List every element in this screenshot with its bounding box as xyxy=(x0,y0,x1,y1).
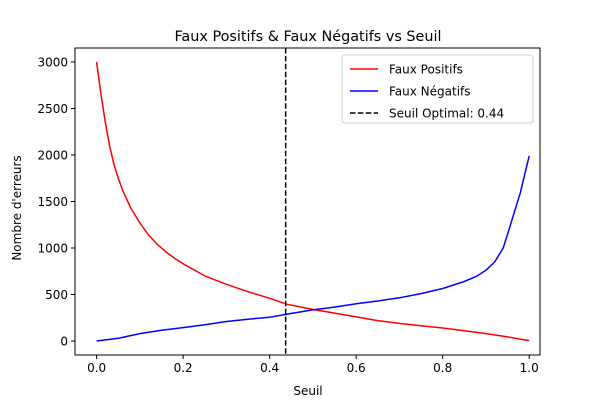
x-axis-label: Seuil xyxy=(293,384,322,398)
legend-label: Faux Positifs xyxy=(389,63,463,77)
y-tick-label: 2500 xyxy=(37,102,68,116)
x-tick-label: 0.2 xyxy=(174,361,193,375)
x-tick-label: 0.6 xyxy=(347,361,366,375)
x-axis: 0.0 0.2 0.4 0.6 0.8 1.0 xyxy=(87,355,539,375)
legend-label: Faux Négatifs xyxy=(389,85,471,99)
y-tick-label: 3000 xyxy=(37,55,68,69)
legend-label: Seuil Optimal: 0.44 xyxy=(389,107,504,121)
x-tick-label: 1.0 xyxy=(520,361,539,375)
y-axis: 0 500 1000 1500 2000 2500 3000 xyxy=(37,55,75,349)
x-tick-label: 0.0 xyxy=(87,361,106,375)
series-line-0 xyxy=(95,61,530,342)
legend-box xyxy=(341,54,534,124)
series-line-1 xyxy=(96,155,530,342)
x-tick-label: 0.4 xyxy=(260,361,279,375)
y-tick-label: 0 xyxy=(60,335,68,349)
x-tick-label: 0.8 xyxy=(433,361,452,375)
y-tick-label: 1000 xyxy=(37,242,68,256)
y-tick-label: 500 xyxy=(45,288,68,302)
plot-area xyxy=(95,48,530,355)
legend: Faux Positifs Faux Négatifs Seuil Optimal:… xyxy=(341,54,534,124)
y-tick-label: 2000 xyxy=(37,148,68,162)
y-tick-label: 1500 xyxy=(37,195,68,209)
chart-title: Faux Positifs & Faux Négatifs vs Seuil xyxy=(174,29,441,45)
y-axis-label: Nombre d'erreurs xyxy=(10,155,24,260)
